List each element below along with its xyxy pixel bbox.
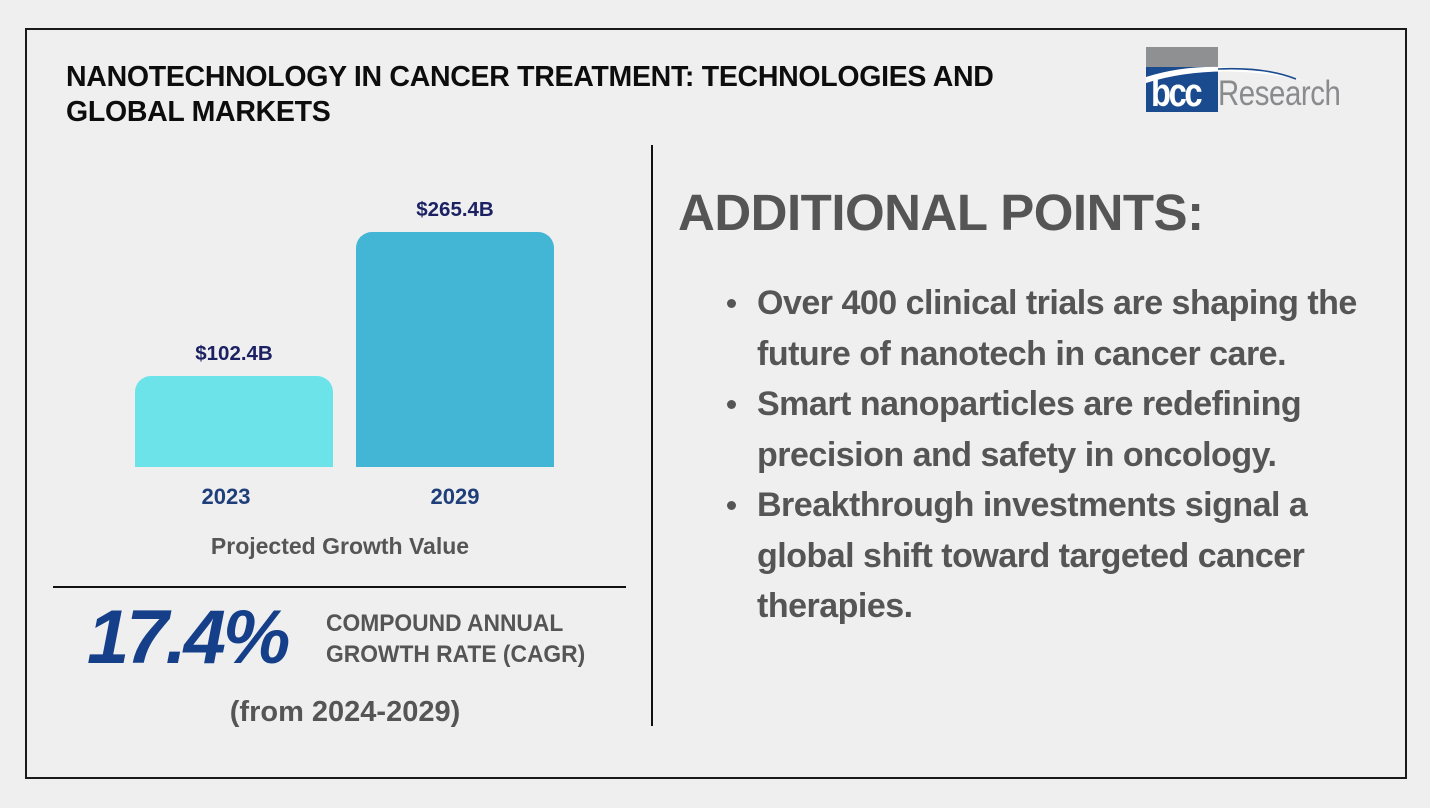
cagr-period: (from 2024-2029) <box>229 696 461 728</box>
cagr-label-line1: COMPOUND ANNUAL <box>326 610 564 637</box>
page-title: NANOTECHNOLOGY IN CANCER TREATMENT: TECH… <box>66 61 994 128</box>
infographic-frame <box>25 28 1407 779</box>
horizontal-divider <box>53 586 626 588</box>
vertical-divider <box>651 145 653 726</box>
point-text: Over 400 clinical trials are shaping the… <box>757 284 1357 373</box>
additional-points-list: Over 400 clinical trials are shaping the… <box>727 278 1377 632</box>
year-label-2029: 2029 <box>430 484 480 509</box>
point-text: Breakthrough investments signal a global… <box>757 486 1308 625</box>
bar-2023 <box>135 376 333 467</box>
year-label-2023: 2023 <box>201 484 251 509</box>
bullet-icon <box>727 400 736 409</box>
bcc-research-logo: bcc Research <box>1146 47 1356 115</box>
logo-swoosh-icon <box>1146 66 1306 83</box>
value-label-2023: $102.4B <box>195 342 273 366</box>
value-label-2029: $265.4B <box>416 198 494 221</box>
logo-wordmark: Research <box>1218 74 1341 113</box>
list-item: Smart nanoparticles are redefining preci… <box>727 379 1377 480</box>
bar-2029 <box>356 232 554 467</box>
cagr-label-line2: GROWTH RATE (CAGR) <box>326 641 586 668</box>
cagr-value: 17.4% <box>87 595 290 680</box>
cagr-label: COMPOUND ANNUAL GROWTH RATE (CAGR) <box>326 608 585 670</box>
list-item: Over 400 clinical trials are shaping the… <box>727 278 1377 379</box>
list-item: Breakthrough investments signal a global… <box>727 480 1377 632</box>
additional-points-heading: ADDITIONAL POINTS: <box>678 184 1204 241</box>
bullet-icon <box>727 501 736 510</box>
point-text: Smart nanoparticles are redefining preci… <box>757 385 1302 474</box>
market-growth-chart: $102.4B $265.4B 2023 2029 Projected Grow… <box>0 0 650 600</box>
logo-mark: bcc <box>1151 71 1203 115</box>
chart-caption: Projected Growth Value <box>210 533 470 559</box>
bullet-icon <box>727 299 736 308</box>
